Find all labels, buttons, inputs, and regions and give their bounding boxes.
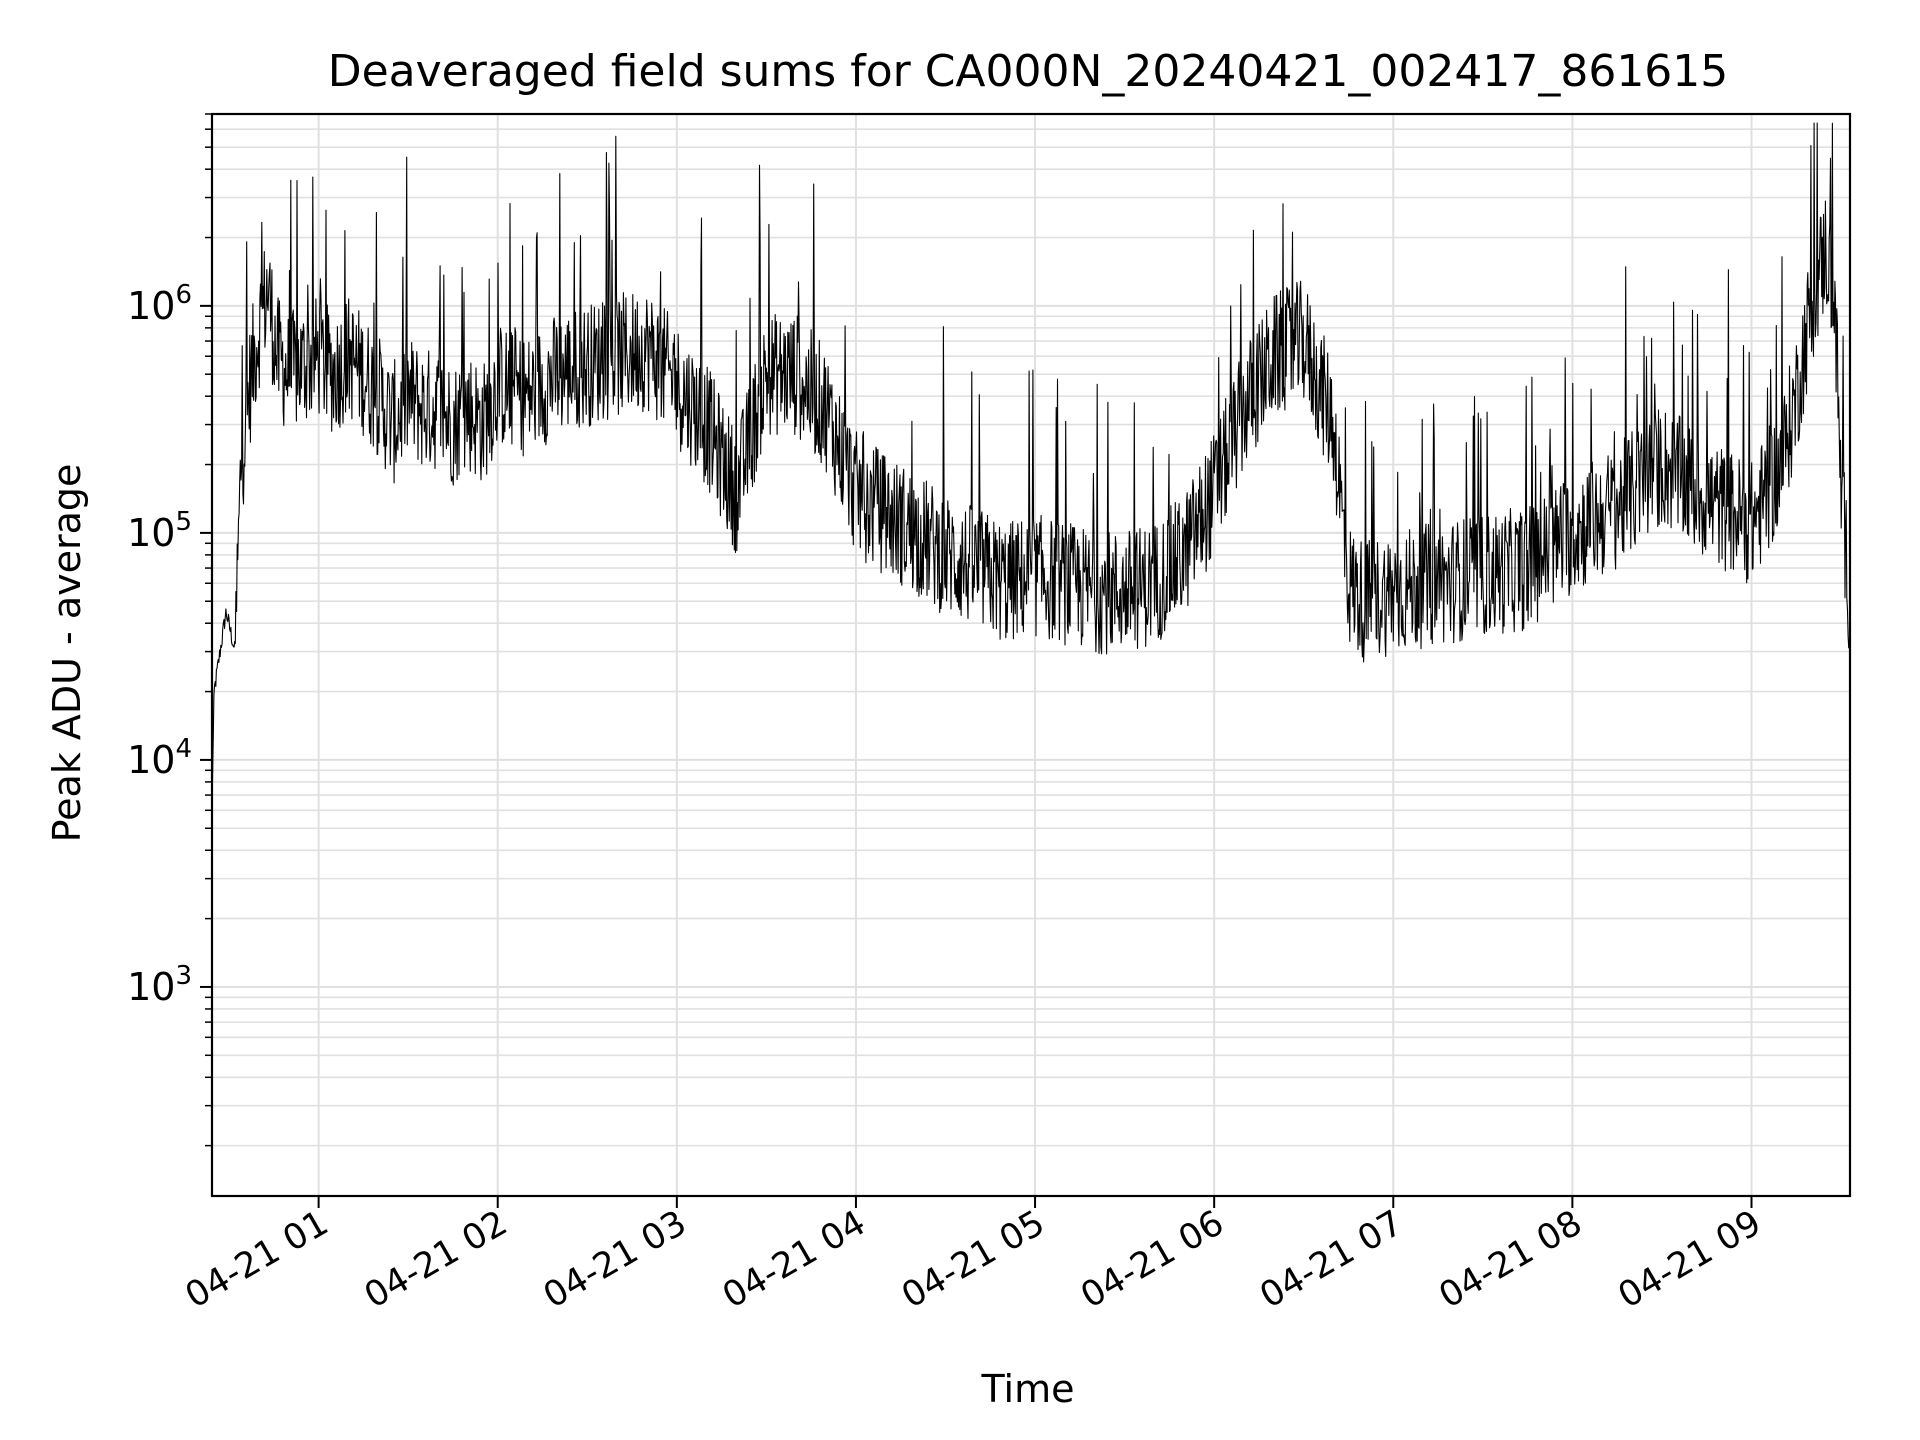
y-axis-label: Peak ADU - average xyxy=(45,464,89,843)
y-tick-label: 106 xyxy=(127,280,192,328)
y-tick-label: 103 xyxy=(127,961,192,1009)
y-axis-ticks: 103 104 105 106 xyxy=(127,113,212,1147)
data-trace xyxy=(211,122,1851,803)
chart-title: Deaveraged field sums for CA000N_2024042… xyxy=(328,46,1729,97)
y-tick-label: 105 xyxy=(127,507,192,555)
plot-area-frame xyxy=(210,112,1852,1198)
series-line xyxy=(211,122,1851,803)
y-tick-label: 104 xyxy=(127,734,192,782)
x-axis-label: Time xyxy=(981,1367,1075,1411)
